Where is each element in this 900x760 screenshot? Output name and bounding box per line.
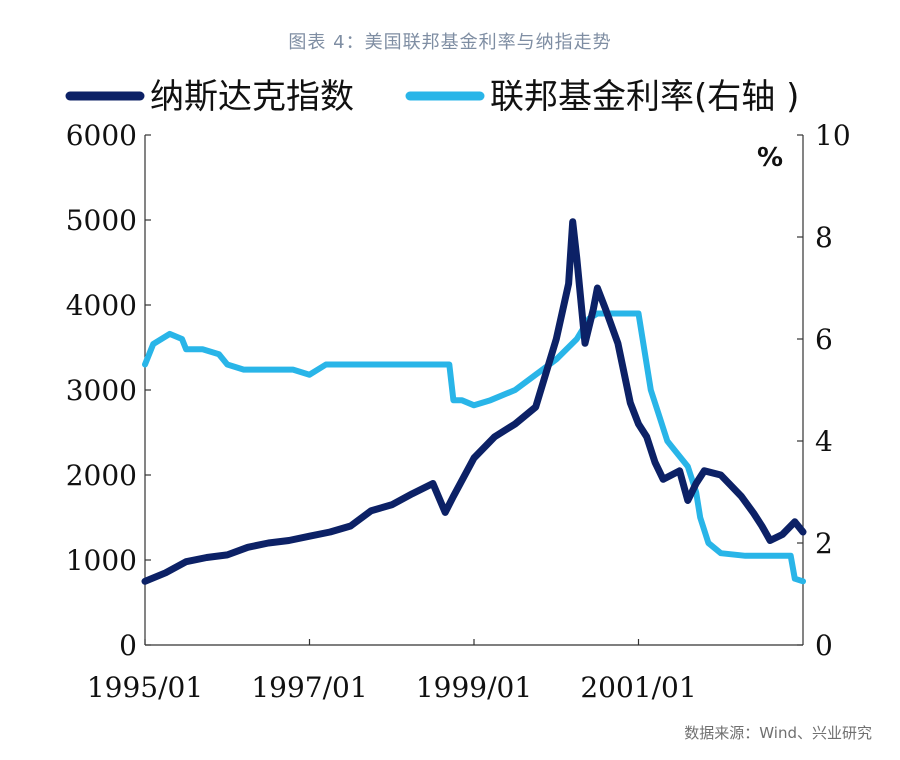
right-tick-label: 8 [815, 221, 833, 254]
left-tick-label: 1000 [66, 544, 137, 577]
left-tick-label: 5000 [66, 204, 137, 237]
right-tick-label: 4 [815, 425, 833, 458]
right-axis-unit: % [757, 143, 783, 173]
left-tick-label: 3000 [66, 374, 137, 407]
left-tick-label: 2000 [66, 459, 137, 492]
axis-labels: 0 1000 2000 3000 4000 5000 6000 0 2 4 6 8 10% 1995/01… [66, 119, 851, 704]
figure-caption: 图表 4：美国联邦基金利率与纳指走势 [288, 32, 612, 53]
x-tick-label: 2001/01 [580, 671, 696, 704]
source-note: 数据来源：Wind、兴业研究 [684, 724, 872, 742]
left-tick-label: 6000 [66, 119, 137, 152]
legend-label-fed-rate: 联邦基金利率(右轴 ) [490, 77, 799, 117]
x-tick-label: 1997/01 [251, 671, 367, 704]
fed-rate-series-line [142, 310, 806, 585]
legend: 纳斯达克指数 联邦基金利率(右轴 ) [65, 77, 799, 117]
right-tick-label: 10 [815, 119, 851, 152]
legend-label-nasdaq: 纳斯达克指数 [150, 77, 354, 117]
left-tick-label: 0 [119, 629, 137, 662]
plot-area [141, 218, 807, 585]
nasdaq-series-line [141, 218, 807, 585]
axes [144, 134, 804, 646]
right-tick-label: 6 [815, 323, 833, 356]
left-tick-label: 4000 [66, 289, 137, 322]
x-tick-label: 1995/01 [87, 671, 203, 704]
x-tick-label: 1999/01 [416, 671, 532, 704]
right-tick-label: 2 [815, 527, 833, 560]
right-tick-label: 0 [815, 629, 833, 662]
